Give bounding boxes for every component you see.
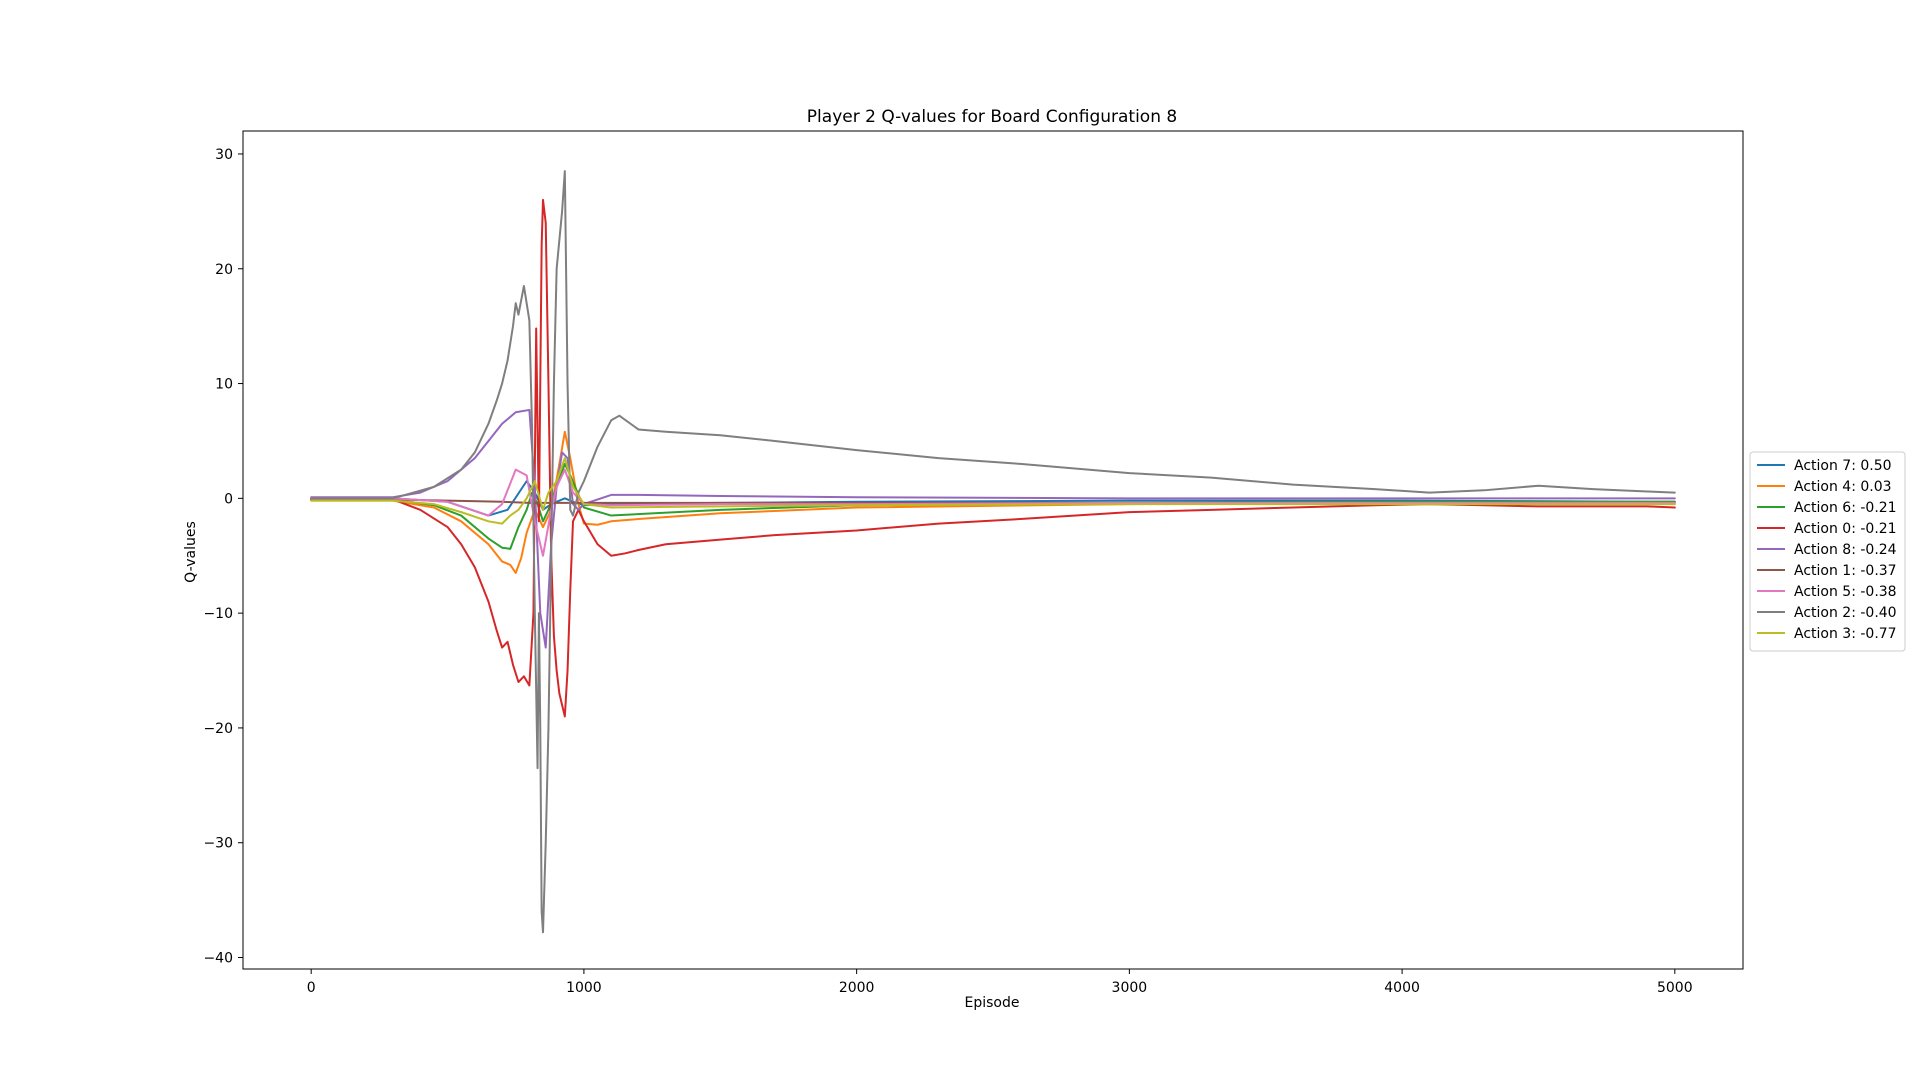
- legend-box: [1749, 451, 1906, 652]
- y-tick-label: −20: [203, 721, 233, 737]
- series-line-3: [310, 198, 1676, 718]
- x-tick-label: 2000: [839, 980, 875, 996]
- legend-label: Action 0: -0.21: [1794, 521, 1897, 537]
- chart-title: Player 2 Q-values for Board Configuratio…: [807, 107, 1177, 127]
- legend-label: Action 7: 0.50: [1794, 458, 1892, 474]
- series-line-7: [310, 170, 1676, 934]
- x-tick-label: 3000: [1112, 980, 1148, 996]
- series-line-1: [310, 430, 1676, 574]
- y-tick-label: −40: [203, 951, 233, 967]
- y-tick-label: 20: [215, 262, 233, 278]
- legend-label: Action 4: 0.03: [1794, 479, 1892, 495]
- series-line-6: [310, 468, 1676, 557]
- y-tick-label: 10: [215, 377, 233, 393]
- series-line-8: [310, 457, 1676, 525]
- legend-label: Action 3: -0.77: [1794, 626, 1897, 642]
- legend-label: Action 5: -0.38: [1794, 584, 1897, 600]
- x-axis-label: Episode: [965, 995, 1020, 1011]
- y-tick-label: −10: [203, 606, 233, 622]
- x-tick-label: 1000: [566, 980, 602, 996]
- legend-label: Action 1: -0.37: [1794, 563, 1897, 579]
- y-tick-label: −30: [203, 836, 233, 852]
- x-axis: 0 1000 2000 3000 4000 5000: [307, 969, 1693, 996]
- legend: Action 7: 0.50 Action 4: 0.03 Action 6: -0…: [1749, 451, 1906, 652]
- y-axis: 30 20 10 0 −10 −20 −30 −40: [203, 147, 243, 967]
- y-tick-label: 30: [215, 147, 233, 163]
- y-tick-label: 0: [224, 491, 233, 507]
- plot-frame: [242, 130, 1744, 970]
- y-axis-label: Q-values: [183, 521, 199, 583]
- legend-label: Action 6: -0.21: [1794, 500, 1897, 516]
- plot-area: [242, 130, 1744, 970]
- x-tick-label: 5000: [1657, 980, 1693, 996]
- x-tick-label: 4000: [1384, 980, 1420, 996]
- series-lines: [310, 170, 1676, 934]
- legend-label: Action 8: -0.24: [1794, 542, 1897, 558]
- x-tick-label: 0: [307, 980, 316, 996]
- series-line-2: [310, 462, 1676, 550]
- series-line-4: [310, 408, 1676, 649]
- legend-label: Action 2: -0.40: [1794, 605, 1897, 621]
